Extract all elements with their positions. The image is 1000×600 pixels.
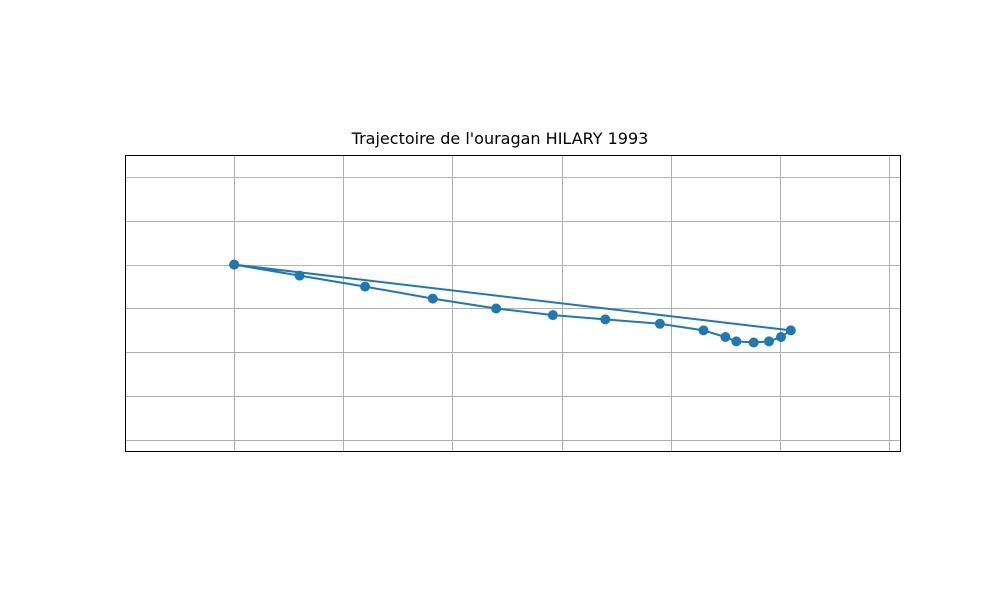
data-layer (229, 259, 796, 348)
track-point (229, 259, 240, 270)
track-point (776, 332, 786, 342)
track-point (785, 325, 796, 336)
track-point (600, 314, 611, 325)
track-point (748, 337, 759, 348)
track-point (360, 281, 371, 292)
plot-frame (125, 155, 901, 452)
track-point (654, 318, 665, 329)
track-point (547, 310, 558, 321)
grid-lines (125, 155, 900, 451)
track-point (491, 303, 502, 314)
track-point (698, 325, 709, 336)
track-line (234, 263, 792, 344)
track-point (427, 293, 438, 304)
track-point (294, 270, 305, 281)
chart-title: Trajectoire de l'ouragan HILARY 1993 (351, 129, 649, 148)
track-point (764, 336, 774, 347)
track-point (731, 336, 742, 347)
track-point (720, 332, 731, 342)
